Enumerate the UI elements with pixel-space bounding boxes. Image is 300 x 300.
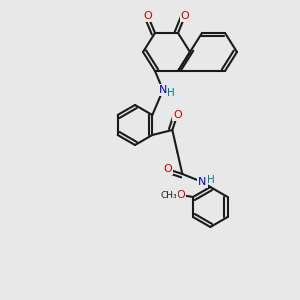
Text: H: H <box>207 175 215 185</box>
Text: O: O <box>173 110 182 120</box>
Text: O: O <box>144 11 152 21</box>
Text: N: N <box>198 177 206 187</box>
Text: O: O <box>181 11 189 21</box>
Text: O: O <box>177 190 185 200</box>
Text: CH₃: CH₃ <box>161 190 177 200</box>
Text: N: N <box>159 85 167 95</box>
Text: H: H <box>167 88 175 98</box>
Text: O: O <box>163 164 172 174</box>
